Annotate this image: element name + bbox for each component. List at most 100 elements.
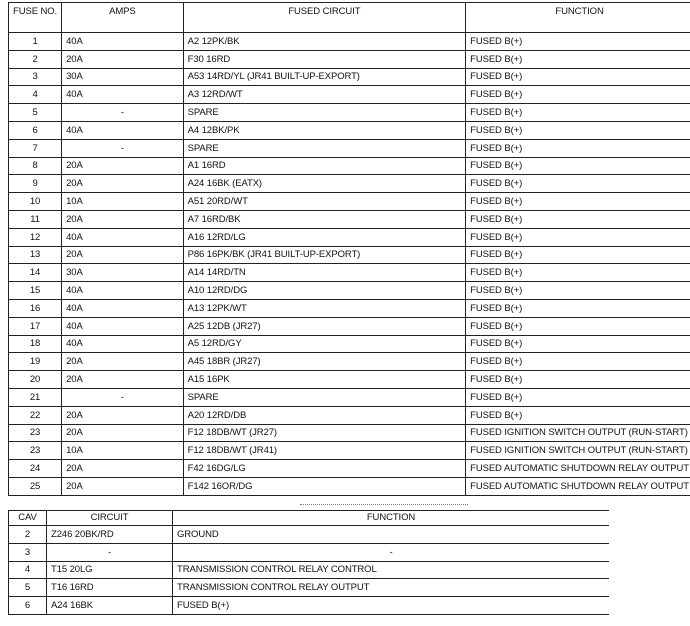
cell-function: FUSED B(+) [465, 156, 690, 176]
table-row: 9 20A A24 16BK (EATX) FUSED B(+) [7, 174, 690, 194]
cell-circuit: F30 16RD [182, 49, 467, 69]
cell-function: FUSED B(+) [465, 281, 690, 300]
cell-amps: 40A [61, 32, 184, 51]
cell-circuit: A15 16PK [182, 370, 467, 389]
cell-function: FUSED AUTOMATIC SHUTDOWN RELAY OUTPUT [465, 476, 690, 496]
cell-cav: 4 [8, 560, 47, 580]
cell-fuse: 21 [7, 387, 63, 407]
cell-circuit: A1 16RD [182, 156, 467, 176]
table-row: 17 40A A25 12DB (JR27) FUSED B(+) [7, 316, 690, 336]
header-function: FUNCTION [465, 2, 690, 33]
cell-function: FUSED B(+) [465, 334, 690, 354]
cell-function: FUSED B(+) [465, 245, 690, 265]
cell-fuse: 2 [7, 49, 63, 69]
cell-amps: 20A [61, 459, 184, 478]
table-row: 12 40A A16 12RD/LG FUSED B(+) [7, 227, 690, 247]
cell-amps: 40A [61, 334, 184, 354]
cell-function: FUSED B(+) [465, 298, 690, 318]
cell-function: GROUND [172, 525, 609, 544]
table-row: 22 20A A20 12RD/DB FUSED B(+) [7, 405, 690, 425]
header-amps: AMPS [61, 2, 184, 33]
cell-fuse: 4 [7, 85, 63, 105]
cell-fuse: 8 [7, 156, 63, 176]
cell-circuit: F142 16OR/DG [182, 476, 467, 496]
cell-circuit: A4 12BK/PK [182, 120, 467, 140]
cell-fuse: 7 [7, 138, 63, 158]
cell-amps: 40A [61, 298, 184, 318]
cell-fuse: 15 [7, 281, 63, 300]
cell-function: FUSED B(+) [465, 316, 690, 336]
cell-circuit: A16 12RD/LG [182, 227, 467, 247]
cell-function: TRANSMISSION CONTROL RELAY OUTPUT [172, 578, 609, 598]
cell-function: FUSED B(+) [465, 49, 690, 69]
cell-amps: 30A [61, 263, 184, 283]
cell-amps: 40A [61, 281, 184, 300]
cell-function: FUSED B(+) [465, 120, 690, 140]
table-row: 23 10A F12 18DB/WT (JR41) FUSED IGNITION SW… [7, 441, 690, 461]
cell-function: FUSED B(+) [465, 352, 690, 372]
cell-fuse: 22 [7, 405, 63, 425]
cell-cav: 3 [8, 542, 47, 562]
cell-circuit: A20 12RD/DB [182, 405, 467, 425]
cell-amps: - [61, 387, 184, 407]
cell-function: FUSED B(+) [465, 67, 690, 87]
cell-amps: 10A [61, 441, 184, 461]
table-row: 21- SPARE FUSED B(+) [7, 387, 690, 407]
cell-amps: 20A [61, 405, 184, 425]
cell-circuit: - [46, 542, 173, 562]
cell-circuit: A3 12RD/WT [182, 85, 467, 105]
table-row: 2 20A F30 16RD FUSED B(+) [7, 49, 690, 69]
cell-amps: 40A [61, 85, 184, 105]
table-row: 8 20A A1 16RD FUSED B(+) [7, 156, 690, 176]
cell-amps: 20A [61, 370, 184, 389]
table-row: 16 40A A13 12PK/WT FUSED B(+) [7, 298, 690, 318]
cell-cav: 2 [8, 525, 47, 544]
cell-fuse: 1 [7, 32, 63, 51]
cell-fuse: 23 [7, 441, 63, 461]
cell-fuse: 9 [7, 174, 63, 194]
table-row: 18 40A A5 12RD/GY FUSED B(+) [7, 334, 690, 354]
cell-fuse: 24 [7, 459, 63, 478]
cell-circuit: SPARE [182, 138, 467, 158]
cell-amps: 20A [61, 174, 184, 194]
cell-function: - [172, 542, 609, 562]
cell-amps: - [61, 138, 184, 158]
cell-fuse: 3 [7, 67, 63, 87]
table-row: 3-- [8, 542, 609, 562]
cell-amps: 20A [61, 245, 184, 265]
table-row: 10 10A A51 20RD/WT FUSED B(+) [7, 192, 690, 211]
cell-circuit: A45 18BR (JR27) [182, 352, 467, 372]
header-fused-circuit: FUSED CIRCUIT [182, 2, 467, 33]
table-row: 4 T15 20LG TRANSMISSION CONTROL RELAY CONT… [8, 560, 609, 580]
cell-function: FUSED AUTOMATIC SHUTDOWN RELAY OUTPUT [465, 459, 690, 478]
cell-function: FUSED B(+) [465, 138, 690, 158]
cell-amps: 20A [61, 49, 184, 69]
table-row: 6 A24 16BK FUSED B(+) [8, 596, 609, 615]
cell-fuse: 18 [7, 334, 63, 354]
cell-circuit: A24 16BK [46, 596, 173, 615]
cell-function: FUSED B(+) [465, 32, 690, 51]
table-row: 20 20A A15 16PK FUSED B(+) [7, 370, 690, 389]
table-row: 24 20A F42 16DG/LG FUSED AUTOMATIC SHUTDOWN… [7, 459, 690, 478]
cavity-table: CAV CIRCUIT FUNCTION 2 Z246 20BK/RD GROUND… [8, 510, 609, 615]
cell-circuit: A24 16BK (EATX) [182, 174, 467, 194]
cell-amps: 40A [61, 120, 184, 140]
cell-function: FUSED B(+) [465, 227, 690, 247]
cell-amps: 20A [61, 423, 184, 443]
section-title-remnant [300, 504, 468, 505]
cell-circuit: T15 20LG [46, 560, 173, 580]
cell-function: FUSED B(+) [465, 174, 690, 194]
cell-circuit: A51 20RD/WT [182, 192, 467, 211]
cell-fuse: 25 [7, 476, 63, 496]
cell-amps: 40A [61, 316, 184, 336]
cell-function: FUSED B(+) [465, 263, 690, 283]
cell-function: TRANSMISSION CONTROL RELAY CONTROL [172, 560, 609, 580]
cell-amps: - [61, 103, 184, 122]
cell-circuit: F12 18DB/WT (JR41) [182, 441, 467, 461]
cell-fuse: 6 [7, 120, 63, 140]
cell-amps: 20A [61, 352, 184, 372]
table-row: 5 T16 16RD TRANSMISSION CONTROL RELAY OUTP… [8, 578, 609, 598]
table-row: 7- SPARE FUSED B(+) [7, 138, 690, 158]
header-circuit: CIRCUIT [46, 510, 173, 526]
cell-amps: 30A [61, 67, 184, 87]
